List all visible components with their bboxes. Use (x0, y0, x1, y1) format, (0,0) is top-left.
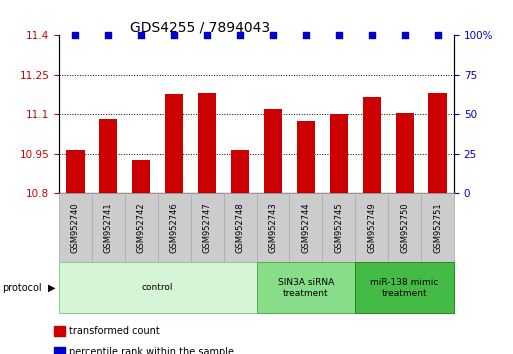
Text: GSM952743: GSM952743 (268, 202, 278, 253)
Text: miR-138 mimic
treatment: miR-138 mimic treatment (370, 278, 439, 298)
Bar (100, 119, 117, 193)
Bar (231, 150, 249, 193)
Text: GSM952750: GSM952750 (400, 202, 409, 253)
Point (401, 33, 409, 38)
Text: GDS4255 / 7894043: GDS4255 / 7894043 (130, 20, 270, 34)
Text: GSM952749: GSM952749 (367, 202, 376, 253)
Text: GSM952744: GSM952744 (301, 202, 310, 253)
Point (170, 33, 179, 38)
Bar (264, 109, 282, 193)
Bar (191, 193, 224, 262)
Bar (388, 193, 421, 262)
Point (104, 33, 112, 38)
Bar (256, 262, 355, 313)
Bar (132, 160, 150, 193)
Text: GSM952751: GSM952751 (433, 202, 442, 253)
Bar (59, 193, 92, 262)
Text: transformed count: transformed count (69, 326, 160, 336)
Point (71, 33, 80, 38)
Text: ▶: ▶ (48, 282, 55, 293)
Bar (355, 193, 388, 262)
Text: GSM952740: GSM952740 (71, 202, 80, 253)
Bar (289, 193, 322, 262)
Text: SIN3A siRNA
treatment: SIN3A siRNA treatment (278, 278, 334, 298)
Bar (125, 193, 158, 262)
Text: GSM952747: GSM952747 (203, 202, 212, 253)
Bar (158, 193, 191, 262)
Bar (256, 193, 289, 262)
Bar (322, 193, 355, 262)
Point (269, 33, 277, 38)
Point (137, 33, 145, 38)
Text: GSM952745: GSM952745 (334, 202, 343, 253)
Bar (428, 93, 447, 193)
Bar (198, 93, 216, 193)
Point (368, 33, 376, 38)
Text: control: control (142, 283, 173, 292)
Point (334, 33, 343, 38)
Bar (92, 193, 125, 262)
Text: GSM952748: GSM952748 (235, 202, 245, 253)
Text: percentile rank within the sample: percentile rank within the sample (69, 347, 234, 354)
Point (302, 33, 310, 38)
Bar (363, 97, 381, 193)
Bar (421, 193, 454, 262)
Bar (330, 114, 348, 193)
Bar (396, 113, 413, 193)
Bar (355, 262, 454, 313)
Point (433, 33, 442, 38)
Text: protocol: protocol (3, 282, 42, 293)
Point (203, 33, 211, 38)
Text: GSM952742: GSM952742 (137, 202, 146, 253)
Bar (165, 95, 183, 193)
Text: GSM952741: GSM952741 (104, 202, 113, 253)
Bar (224, 193, 256, 262)
Point (236, 33, 244, 38)
Text: GSM952746: GSM952746 (170, 202, 179, 253)
Bar (59, 262, 256, 313)
Bar (297, 121, 315, 193)
Bar (66, 150, 85, 193)
